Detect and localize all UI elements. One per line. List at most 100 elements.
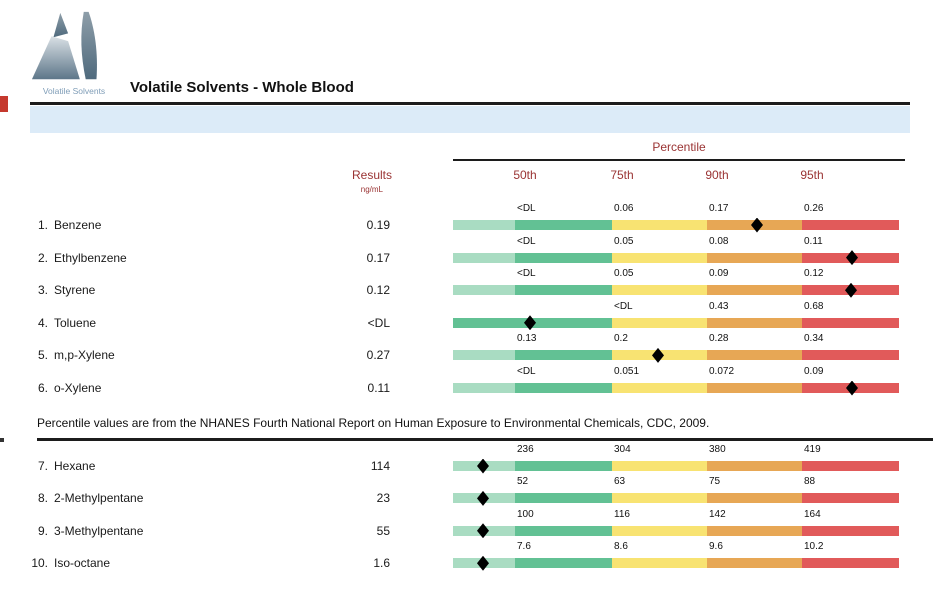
bar-segment-above-95th xyxy=(802,558,899,569)
percentile-value-label: 8.6 xyxy=(614,541,628,553)
row-number: 6. xyxy=(37,381,48,395)
result-marker-diamond xyxy=(477,490,489,506)
result-value: 0.17 xyxy=(366,250,390,265)
percentile-bar xyxy=(453,558,899,569)
bar-segment-50th-75th xyxy=(515,350,612,361)
percentile-value-label: 0.09 xyxy=(804,366,824,377)
footnote: Percentile values are from the NHANES Fo… xyxy=(37,416,710,430)
percentile-bar xyxy=(453,220,899,230)
bar-segment-75th-90th xyxy=(612,525,707,536)
bar-segment-90th-95th xyxy=(707,252,802,263)
bar-segment-75th-90th xyxy=(612,220,707,230)
bar-segment-75th-90th xyxy=(612,317,707,328)
percentile-value-label: 380 xyxy=(709,444,726,455)
percentile-bar xyxy=(453,350,899,361)
row-label: 10. Iso-octane xyxy=(20,556,280,570)
result-value: 0.19 xyxy=(366,218,390,232)
bar-segment-50th-75th xyxy=(515,558,612,569)
bar-segment-90th-95th xyxy=(707,558,802,569)
bar-segment-above-95th xyxy=(802,350,899,361)
percentile-bar xyxy=(453,285,899,296)
percentile-value-label: 7.6 xyxy=(517,541,531,553)
header-rule xyxy=(30,102,910,105)
flask-mountain-icon xyxy=(31,11,97,80)
bar-segment-90th-95th xyxy=(707,383,802,393)
percentile-header: Percentile xyxy=(652,140,706,154)
bar-segment-90th-95th xyxy=(707,525,802,536)
header-band xyxy=(30,106,910,133)
percentile-value-label: 164 xyxy=(804,508,821,520)
percentile-value-label: 9.6 xyxy=(709,541,723,553)
bar-segment-below-50th xyxy=(453,285,515,296)
percentile-value-label: 0.28 xyxy=(709,333,729,345)
results-header: Results xyxy=(351,168,392,182)
percentile-rule xyxy=(453,159,905,161)
row-number: 1. xyxy=(37,218,48,232)
results-unit: ng/mL xyxy=(360,185,383,194)
row-number: 2. xyxy=(37,250,48,265)
bar-segment-above-95th xyxy=(802,525,899,536)
result-marker-diamond xyxy=(846,380,858,396)
bar-segment-75th-90th xyxy=(612,558,707,569)
row-number: 9. xyxy=(37,523,48,538)
row-number: 8. xyxy=(37,491,48,506)
analyte-name: Hexane xyxy=(54,459,96,473)
page-title: Volatile Solvents - Whole Blood xyxy=(130,79,354,96)
column-header-75th: 75th xyxy=(610,168,634,182)
percentile-value-label: 0.34 xyxy=(804,333,824,345)
percentile-bar xyxy=(453,252,899,263)
percentile-value-label: 0.06 xyxy=(614,203,634,214)
result-value: 55 xyxy=(376,523,390,538)
row-number: 4. xyxy=(37,315,48,330)
percentile-value-label: 236 xyxy=(517,444,534,455)
row-label: 3. Styrene xyxy=(20,283,280,297)
page-edge-mark-dark xyxy=(0,438,4,442)
bar-segment-50th-75th xyxy=(515,383,612,393)
percentile-value-label: 0.051 xyxy=(614,366,640,377)
analyte-name: Toluene xyxy=(54,315,97,330)
row-label: 7. Hexane xyxy=(20,459,280,473)
result-value: 114 xyxy=(370,459,390,473)
result-value: 0.12 xyxy=(366,283,390,298)
percentile-value-label: 88 xyxy=(804,476,816,488)
column-header-90th: 90th xyxy=(705,168,729,182)
bar-segment-50th-75th xyxy=(515,525,612,536)
bar-segment-below-50th xyxy=(453,383,515,393)
result-value: 23 xyxy=(376,491,390,506)
result-marker-diamond xyxy=(751,217,763,233)
bar-segment-50th-75th xyxy=(515,252,612,263)
row-number: 3. xyxy=(37,283,48,298)
bar-segment-90th-95th xyxy=(707,493,802,504)
result-marker-diamond xyxy=(477,458,489,474)
bar-segment-75th-90th xyxy=(612,461,707,471)
row-number: 7. xyxy=(37,459,48,473)
bar-segment-50th-75th xyxy=(515,285,612,296)
percentile-value-label: 0.68 xyxy=(804,300,824,312)
result-value: <DL xyxy=(367,315,390,330)
logo-caption: Volatile Solvents xyxy=(42,86,106,96)
analyte-name: m,p-Xylene xyxy=(54,348,115,363)
result-marker-diamond xyxy=(477,523,489,539)
analyte-name: 3-Methylpentane xyxy=(54,523,144,538)
percentile-bar xyxy=(453,317,899,328)
percentile-value-label: 63 xyxy=(614,476,626,488)
bar-segment-75th-90th xyxy=(612,252,707,263)
volatile-solvents-logo: Volatile Solvents xyxy=(30,10,116,102)
bar-segment-75th-90th xyxy=(612,493,707,504)
bar-segment-90th-95th xyxy=(707,350,802,361)
percentile-value-label: <DL xyxy=(517,235,536,247)
percentile-value-label: 0.11 xyxy=(804,235,823,247)
row-label: 8. 2-Methylpentane xyxy=(20,491,280,505)
result-value: 0.11 xyxy=(367,381,390,395)
percentile-value-label: 75 xyxy=(709,476,721,488)
bar-segment-75th-90th xyxy=(612,285,707,296)
percentile-value-label: 0.2 xyxy=(614,333,628,345)
percentile-bar xyxy=(453,493,899,504)
bar-segment-50th-75th xyxy=(515,461,612,471)
percentile-value-label: 0.08 xyxy=(709,235,729,247)
row-label: 6. o-Xylene xyxy=(20,381,280,395)
analyte-name: Benzene xyxy=(54,218,102,232)
bar-segment-50th-75th xyxy=(515,493,612,504)
percentile-value-label: 10.2 xyxy=(804,541,824,553)
